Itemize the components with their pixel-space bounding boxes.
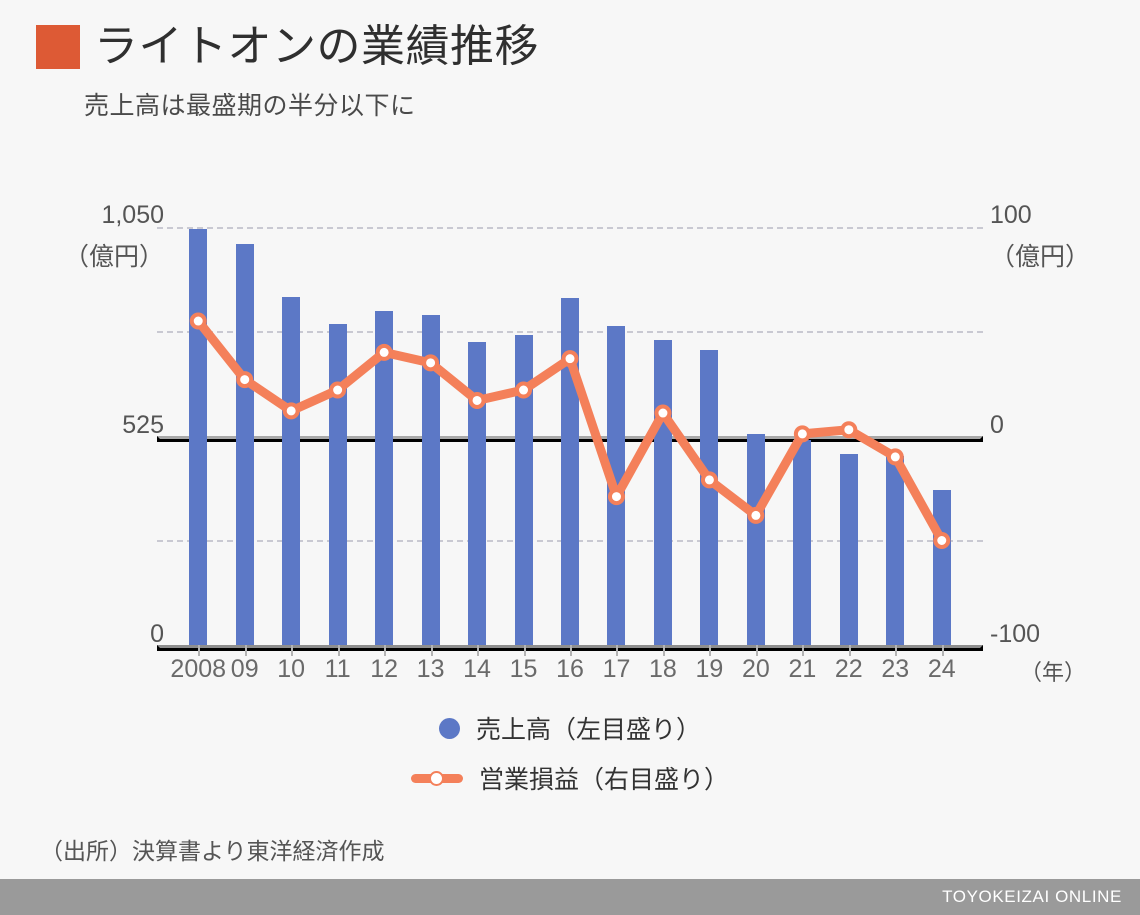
x-tick-14 (477, 645, 480, 656)
x-axis-label-19: 19 (695, 655, 724, 683)
x-tick-13 (430, 645, 433, 656)
line-marker-09 (236, 371, 254, 389)
x-axis-label-24: 24 (927, 655, 956, 683)
x-axis-label-13: 13 (416, 655, 445, 683)
x-axis-label-10: 10 (277, 655, 306, 683)
bar-12 (375, 311, 394, 645)
x-axis-label-12: 12 (370, 655, 399, 683)
x-tick-20 (755, 645, 758, 656)
line-marker-18 (654, 404, 672, 422)
source-note: （出所）決算書より東洋経済作成 (40, 838, 385, 864)
x-axis-label-18: 18 (649, 655, 677, 683)
x-axis-label-20: 20 (741, 655, 770, 683)
chart-header: ライトオンの業績推移 売上高は最盛期の半分以下に (0, 0, 1140, 122)
line-marker-10 (282, 402, 300, 420)
right-axis-mid-label: 0 (990, 411, 1004, 439)
legend-item-operating-profit[interactable]: 営業損益（右目盛り） (410, 760, 729, 796)
x-axis-unit-label: （年） (1020, 660, 1087, 685)
x-axis-label-09: 09 (230, 655, 259, 683)
x-tick-15 (523, 645, 526, 656)
x-axis-label-11: 11 (324, 655, 351, 683)
legend-dot-icon (438, 717, 460, 739)
right-axis-unit-label: （億円） (990, 243, 1091, 271)
x-tick-11 (337, 645, 340, 656)
bar-23 (886, 455, 905, 645)
x-tick-18 (662, 645, 665, 656)
chart-legend: 売上高（左目盛り） 営業損益（右目盛り） (0, 710, 1140, 796)
x-tick-2008 (198, 645, 201, 656)
line-marker-20 (747, 506, 765, 524)
x-axis-label-15: 15 (509, 655, 538, 683)
x-tick-16 (570, 645, 572, 656)
bar-10 (282, 297, 301, 645)
legend-line-marker-icon (410, 773, 463, 783)
x-axis-label-2008: 2008 (170, 655, 227, 683)
title-row: ライトオンの業績推移 (0, 0, 1140, 70)
bar-09 (235, 243, 254, 645)
line-marker-22 (840, 421, 858, 439)
footer-brand: TOYOKEIZAI ONLINE (942, 887, 1122, 906)
bar-14 (468, 342, 487, 645)
bar-15 (514, 335, 533, 645)
x-axis-label-14: 14 (463, 655, 491, 683)
x-tick-12 (384, 645, 387, 656)
line-marker-15 (515, 381, 533, 399)
x-tick-10 (291, 645, 294, 656)
x-tick-22 (848, 645, 851, 656)
bar-13 (421, 314, 440, 645)
line-marker-24 (933, 532, 951, 549)
x-axis-label-21: 21 (788, 655, 817, 683)
line-marker-19 (700, 471, 718, 489)
legend-label-sales: 売上高（左目盛り） (475, 716, 701, 744)
x-axis-label-23: 23 (881, 655, 910, 683)
bar-21 (793, 439, 812, 645)
bar-11 (328, 324, 347, 645)
page-subtitle: 売上高は最盛期の半分以下に (84, 92, 416, 121)
bar-20 (746, 433, 765, 645)
gridline-1050 (157, 227, 983, 229)
legend-item-sales[interactable]: 売上高（左目盛り） (438, 710, 701, 746)
line-marker-12 (375, 343, 393, 361)
x-axis-label-16: 16 (556, 655, 584, 683)
right-axis-max-label: 100 (990, 201, 1032, 229)
x-tick-17 (616, 645, 619, 656)
line-marker-13 (422, 354, 440, 372)
line-marker-14 (468, 391, 486, 409)
x-tick-23 (895, 645, 898, 656)
right-axis-min-label: -100 (990, 620, 1041, 648)
line-marker-23 (886, 448, 904, 466)
bar-19 (700, 350, 719, 645)
left-axis-max-label: 1,050 (101, 201, 164, 229)
left-axis-mid-label: 525 (122, 411, 164, 439)
line-series (189, 312, 951, 549)
title-accent-square-icon (36, 25, 80, 70)
line-marker-16 (561, 350, 579, 368)
x-axis-label-22: 22 (834, 655, 863, 683)
line-marker-21 (793, 425, 811, 443)
legend-label-operating-profit: 営業損益（右目盛り） (478, 766, 729, 794)
x-tick-09 (244, 645, 247, 656)
footer-bar: TOYOKEIZAI ONLINE (0, 879, 1140, 915)
x-tick-24 (941, 645, 944, 656)
line-marker-17 (607, 488, 625, 506)
bar-22 (839, 453, 858, 645)
x-tick-21 (802, 645, 805, 656)
page-title: ライトオンの業績推移 (94, 22, 539, 71)
chart-container: 1,050 （億円） 525 0 100 （億円） 0 -100 (0, 185, 1140, 725)
x-axis-label-17: 17 (602, 655, 631, 683)
line-marker-2008 (189, 312, 207, 330)
left-axis-min-label: 0 (150, 620, 164, 648)
line-marker-11 (329, 381, 347, 399)
plot-area (157, 227, 983, 656)
left-axis-unit-label: （億円） (63, 243, 164, 271)
x-tick-19 (709, 645, 712, 656)
